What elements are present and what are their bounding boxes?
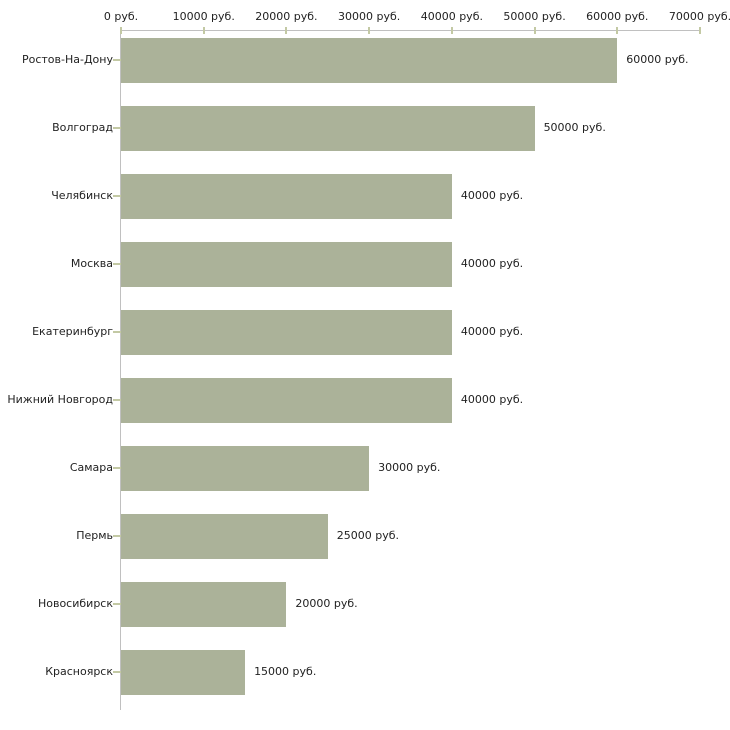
y-tick-mark <box>113 127 121 129</box>
category-label: Новосибирск <box>37 597 113 610</box>
x-tick-label: 60000 руб. <box>586 10 649 23</box>
category-label: Пермь <box>76 529 113 542</box>
x-tick-mark <box>368 27 371 34</box>
x-tick-label: 70000 руб. <box>668 10 730 23</box>
bar-value-label: 40000 руб. <box>460 325 524 338</box>
y-tick-mark <box>113 671 121 673</box>
x-tick-mark <box>616 27 619 34</box>
category-label: Самара <box>69 461 113 474</box>
y-axis-line <box>120 30 121 710</box>
bar-value-label: 15000 руб. <box>254 665 317 678</box>
bar-value-label: 40000 руб. <box>460 393 524 406</box>
bar <box>121 105 535 151</box>
bar <box>121 241 452 287</box>
category-label: Нижний Новгород <box>7 393 113 406</box>
x-tick-label: 0 руб. <box>103 10 139 23</box>
x-tick-mark <box>120 27 122 34</box>
x-axis-line <box>120 30 700 31</box>
category-label: Волгоград <box>52 121 113 134</box>
bar-value-label: 20000 руб. <box>295 597 358 610</box>
bar <box>121 377 452 423</box>
y-tick-mark <box>113 263 121 265</box>
bar <box>121 309 452 355</box>
x-tick-mark <box>285 27 288 34</box>
y-tick-mark <box>113 59 121 61</box>
bar-value-label: 40000 руб. <box>460 257 524 270</box>
category-label: Челябинск <box>51 189 113 202</box>
y-tick-mark <box>113 399 121 401</box>
bar <box>121 649 246 695</box>
bar-value-label: 30000 руб. <box>378 461 441 474</box>
y-tick-mark <box>113 535 121 537</box>
y-tick-mark <box>113 331 121 333</box>
bar <box>121 513 328 559</box>
category-label: Красноярск <box>45 665 113 678</box>
bar <box>121 445 370 491</box>
x-tick-mark <box>533 27 536 34</box>
bar <box>121 173 452 219</box>
x-tick-mark <box>450 27 453 34</box>
x-tick-label: 10000 руб. <box>172 10 235 23</box>
bar-value-label: 40000 руб. <box>460 189 524 202</box>
category-label: Ростов-На-Дону <box>21 53 113 66</box>
x-tick-label: 40000 руб. <box>420 10 483 23</box>
category-label: Екатеринбург <box>32 325 113 338</box>
y-tick-mark <box>113 195 121 197</box>
bar <box>121 581 287 627</box>
x-tick-mark <box>699 27 701 34</box>
x-tick-label: 50000 руб. <box>503 10 566 23</box>
x-tick-mark <box>202 27 205 34</box>
bar-value-label: 50000 руб. <box>543 121 606 134</box>
x-tick-label: 20000 руб. <box>255 10 318 23</box>
category-label: Москва <box>70 257 113 270</box>
bar-value-label: 25000 руб. <box>336 529 400 542</box>
bar-value-label: 60000 руб. <box>626 53 689 66</box>
y-tick-mark <box>113 603 121 605</box>
y-tick-mark <box>113 467 121 469</box>
x-tick-label: 30000 руб. <box>338 10 401 23</box>
bar <box>121 37 618 83</box>
